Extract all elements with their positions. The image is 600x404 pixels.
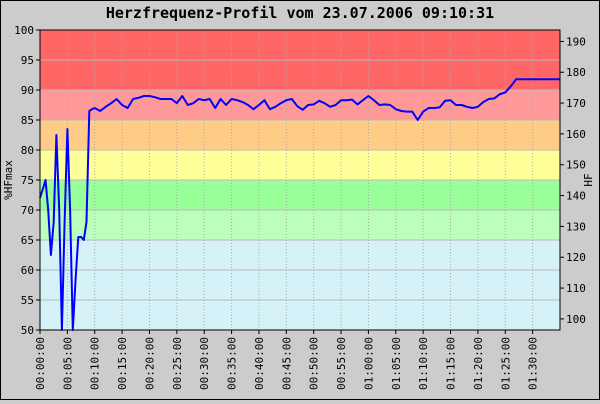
x-tick-label: 01:15:00 [445, 337, 458, 390]
x-tick-label: 00:05:00 [61, 337, 74, 390]
x-tick-label: 00:00:00 [34, 337, 47, 390]
x-tick-label: 00:40:00 [253, 337, 266, 390]
x-tick-label: 01:00:00 [362, 337, 375, 390]
zone-band [40, 120, 560, 150]
y-tick-label: 70 [21, 204, 34, 217]
y-axis-ticks: 50 55 60 65 70 75 80 85 90 95 100 [14, 24, 40, 337]
x-axis-ticks: 00:00:00 00:05:00 00:10:00 00:15:00 00:20:00… [34, 330, 540, 390]
y2-tick-label: 190 [566, 35, 586, 48]
y-tick-label: 100 [14, 24, 34, 37]
x-tick-label: 00:30:00 [198, 337, 211, 390]
x-tick-label: 00:45:00 [280, 337, 293, 390]
x-tick-label: 00:50:00 [308, 337, 321, 390]
x-tick-label: 01:25:00 [499, 337, 512, 390]
y-tick-label: 60 [21, 264, 34, 277]
chart-title: Herzfrequenz-Profil vom 23.07.2006 09:10… [106, 4, 494, 22]
x-tick-label: 01:30:00 [527, 337, 540, 390]
y-tick-label: 95 [21, 54, 34, 67]
heart-rate-zones [40, 30, 560, 330]
y2-tick-label: 130 [566, 220, 586, 233]
y-tick-label: 80 [21, 144, 34, 157]
x-tick-label: 00:10:00 [89, 337, 102, 390]
zone-band [40, 150, 560, 180]
zone-band [40, 90, 560, 120]
y2-tick-label: 110 [566, 282, 586, 295]
x-tick-label: 00:55:00 [335, 337, 348, 390]
x-tick-label: 00:35:00 [226, 337, 239, 390]
y-tick-label: 55 [21, 294, 34, 307]
y2-tick-label: 180 [566, 66, 586, 79]
x-tick-label: 01:20:00 [472, 337, 485, 390]
y2-tick-label: 100 [566, 313, 586, 326]
x-tick-label: 00:20:00 [143, 337, 156, 390]
series-layer [39, 78, 560, 331]
zone-band [40, 210, 560, 240]
y2-tick-label: 120 [566, 251, 586, 264]
y2-axis-ticks: 100 110 120 130 140 150 160 170 180 190 [560, 35, 586, 326]
y2-tick-label: 160 [566, 128, 586, 141]
y2-tick-label: 170 [566, 97, 586, 110]
x-tick-label: 00:15:00 [116, 337, 129, 390]
x-tick-label: 01:10:00 [417, 337, 430, 390]
heart-rate-line [39, 78, 560, 331]
y2-axis-label: HF [582, 173, 595, 186]
y-tick-label: 65 [21, 234, 34, 247]
x-tick-label: 01:05:00 [390, 337, 403, 390]
y2-tick-label: 140 [566, 190, 586, 203]
zone-band [40, 180, 560, 210]
y2-tick-label: 150 [566, 159, 586, 172]
y-tick-label: 85 [21, 114, 34, 127]
y-tick-label: 90 [21, 84, 34, 97]
x-tick-label: 00:25:00 [171, 337, 184, 390]
y-tick-label: 50 [21, 324, 34, 337]
y-tick-label: 75 [21, 174, 34, 187]
y-axis-label: %HFmax [2, 160, 15, 200]
zone-band [40, 240, 560, 330]
